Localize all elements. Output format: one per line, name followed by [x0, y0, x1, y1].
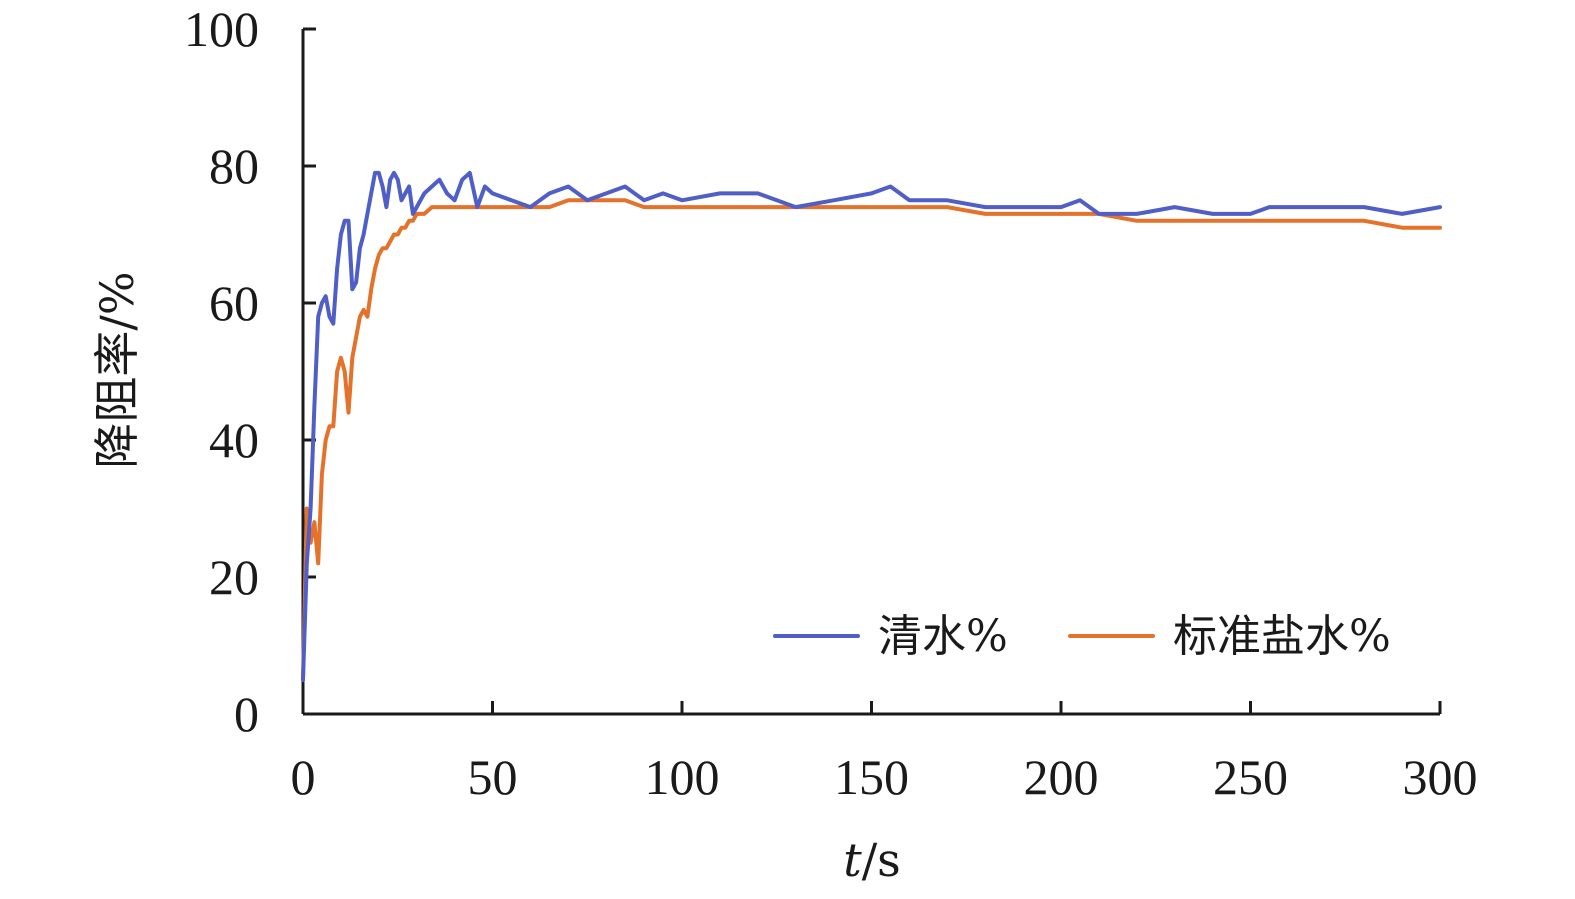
x-tick-label-5: 250 [1213, 749, 1288, 805]
legend: 清水% 标准盐水% [773, 611, 1391, 662]
y-tick-label-2: 40 [209, 412, 259, 468]
x-tick-label-6: 300 [1403, 749, 1478, 805]
y-tick-label-0: 0 [234, 686, 259, 742]
x-tick-label-2: 100 [645, 749, 720, 805]
x-axis-label: t/s [843, 833, 901, 887]
y-ticks: 0 20 40 60 80 100 [184, 1, 316, 742]
series-line-0 [301, 170, 1442, 682]
axes: 0 20 40 60 80 100 0 50 100 150 200 250 300 [184, 1, 1478, 805]
y-tick-label-3: 60 [209, 275, 259, 331]
series-line-1 [301, 198, 1442, 682]
y-tick-label-5: 100 [184, 1, 259, 57]
x-tick-label-0: 0 [291, 749, 316, 805]
legend-label-1: 标准盐水% [1173, 611, 1391, 662]
x-tick-label-3: 150 [834, 749, 909, 805]
series-layer [301, 170, 1442, 682]
x-tick-label-4: 200 [1024, 749, 1099, 805]
legend-label-0: 清水% [878, 611, 1008, 662]
x-axis-label-unit: /s [862, 833, 901, 887]
x-axis-label-symbol: t [843, 833, 862, 887]
y-tick-label-1: 20 [209, 549, 259, 605]
y-axis-label: 降阻率/% [90, 271, 144, 468]
x-tick-label-1: 50 [468, 749, 518, 805]
y-tick-label-4: 80 [209, 138, 259, 194]
x-ticks: 0 50 100 150 200 250 300 [291, 701, 1478, 805]
